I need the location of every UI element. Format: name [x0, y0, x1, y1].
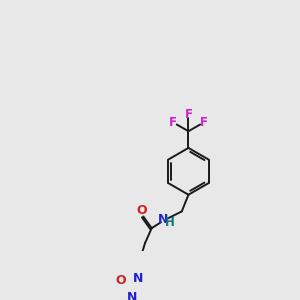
Text: O: O — [115, 274, 126, 287]
Text: H: H — [165, 216, 175, 229]
Text: F: F — [184, 108, 192, 121]
Text: F: F — [200, 116, 208, 129]
Text: N: N — [158, 213, 169, 226]
Text: N: N — [132, 272, 143, 285]
Text: F: F — [169, 116, 177, 129]
Text: N: N — [127, 291, 137, 300]
Text: O: O — [136, 204, 147, 217]
